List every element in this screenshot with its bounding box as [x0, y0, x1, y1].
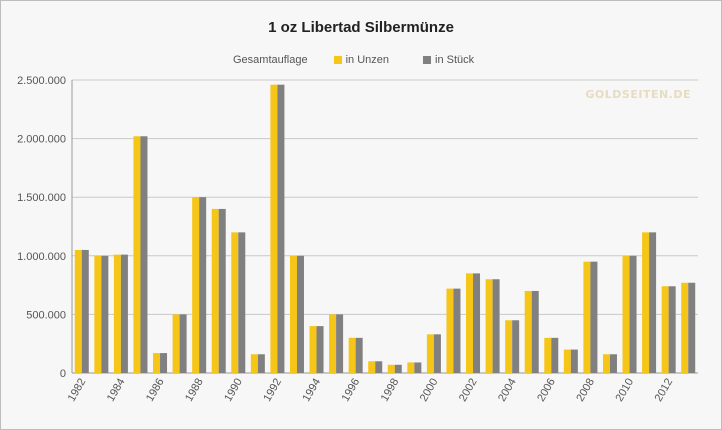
bar — [309, 326, 317, 373]
chart-title: 1 oz Libertad Silbermünze — [268, 19, 454, 36]
y-tick-label: 1.500.000 — [17, 192, 66, 204]
x-tick-label: 1986 — [144, 377, 167, 404]
legend-label-unzen: in Unzen — [345, 54, 390, 66]
bar — [120, 254, 128, 373]
bar — [375, 361, 383, 373]
bar — [426, 334, 434, 373]
bar — [512, 320, 520, 373]
bar — [296, 255, 304, 373]
bar — [492, 279, 500, 373]
x-tick-label: 2012 — [653, 377, 676, 404]
bar — [355, 337, 363, 373]
x-tick-label: 1998 — [379, 377, 402, 404]
bar — [583, 261, 591, 373]
bar — [101, 255, 109, 373]
x-tick-label: 2004 — [496, 377, 519, 404]
bar — [446, 288, 454, 373]
bar — [629, 255, 637, 373]
x-tick-label: 2010 — [613, 377, 636, 404]
bar — [113, 254, 121, 373]
x-tick-label: 2000 — [418, 377, 441, 404]
bar — [289, 255, 297, 373]
y-tick-label: 1.000.000 — [17, 251, 66, 263]
x-tick-label: 1992 — [261, 377, 284, 404]
bar — [407, 362, 415, 373]
bar — [231, 232, 239, 373]
bar — [387, 364, 395, 373]
bar — [688, 282, 696, 373]
x-tick-label: 1984 — [105, 377, 128, 404]
bar — [348, 337, 356, 373]
x-tick-label: 1982 — [66, 377, 89, 404]
bar — [551, 337, 559, 373]
x-tick-label: 2008 — [574, 377, 597, 404]
bar — [622, 255, 630, 373]
bar — [94, 255, 102, 373]
bar — [524, 290, 532, 373]
bar — [160, 353, 168, 373]
chart-legend: Gesamtauflage in Unzen in Stück — [233, 54, 508, 66]
bar — [602, 354, 610, 373]
bar — [466, 273, 474, 373]
bar — [661, 286, 669, 373]
legend-swatch-unzen — [333, 56, 342, 64]
bar — [544, 337, 552, 373]
bar — [270, 84, 278, 374]
bar — [329, 314, 337, 373]
y-tick-label: 2.500.000 — [17, 75, 66, 87]
bar — [485, 279, 493, 373]
bar — [179, 314, 187, 373]
x-tick-label: 2006 — [535, 377, 558, 404]
bar — [531, 290, 539, 373]
bar — [250, 354, 258, 373]
bar — [394, 364, 402, 373]
bar — [257, 354, 265, 373]
bar — [681, 282, 689, 373]
x-tick-label: 2002 — [457, 377, 480, 404]
bar — [368, 361, 376, 373]
bar — [238, 232, 246, 373]
bar — [642, 232, 650, 373]
bar — [433, 334, 441, 373]
bar — [199, 197, 207, 373]
watermark-logo: GOLDSEITEN.DE — [585, 88, 691, 101]
x-tick-label: 1996 — [340, 377, 363, 404]
bar — [211, 208, 219, 373]
y-tick-label: 2.000.000 — [17, 134, 66, 146]
bar — [140, 136, 148, 373]
x-tick-label: 1988 — [183, 377, 206, 404]
bar — [609, 354, 617, 373]
bar — [505, 320, 513, 373]
bar — [74, 249, 82, 373]
legend-label-stueck: in Stück — [435, 54, 475, 66]
bar — [277, 84, 285, 374]
bar — [453, 288, 461, 373]
bar — [336, 314, 344, 373]
x-tick-label: 1990 — [222, 377, 245, 404]
bar — [590, 261, 598, 373]
bar — [668, 286, 676, 373]
bar — [133, 136, 141, 373]
bar — [192, 197, 200, 373]
bar — [649, 232, 657, 373]
bar — [473, 273, 481, 373]
legend-item-unzen[interactable]: in Unzen — [333, 54, 390, 66]
x-tick-label: 1994 — [300, 377, 323, 404]
bar — [414, 362, 422, 373]
bar — [81, 249, 89, 373]
bar — [570, 349, 578, 373]
legend-item-stueck[interactable]: in Stück — [423, 54, 474, 66]
bar — [316, 326, 324, 373]
bar — [218, 208, 226, 373]
legend-title: Gesamtauflage — [233, 54, 308, 66]
bar — [153, 353, 161, 373]
legend-swatch-stueck — [423, 56, 432, 64]
bar — [172, 314, 180, 373]
y-tick-label: 500.000 — [26, 309, 66, 321]
y-tick-label: 0 — [60, 368, 66, 380]
bar — [563, 349, 571, 373]
